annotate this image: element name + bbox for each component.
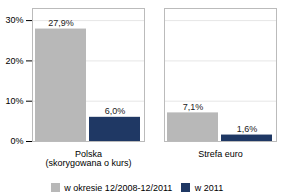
svg-text:Strefa euro: Strefa euro — [198, 149, 243, 159]
svg-text:7,1%: 7,1% — [183, 102, 204, 112]
html-text:w okresie 12/2008-12/2011: w okresie 12/2008-12/2011 — [64, 182, 173, 193]
svg-text:30%: 30% — [5, 15, 23, 25]
svg-text:20%: 20% — [5, 56, 23, 66]
svg-text:Polska(skorygowana o kurs): Polska(skorygowana o kurs) — [45, 149, 131, 168]
svg-text:6,0%: 6,0% — [105, 106, 126, 116]
svg-text:10%: 10% — [5, 96, 23, 106]
svg-text:1,6%: 1,6% — [237, 124, 258, 134]
svg-text:27,9%: 27,9% — [48, 18, 74, 28]
svg-text:0%: 0% — [10, 136, 23, 146]
html-text:w 2011: w 2011 — [194, 182, 224, 193]
